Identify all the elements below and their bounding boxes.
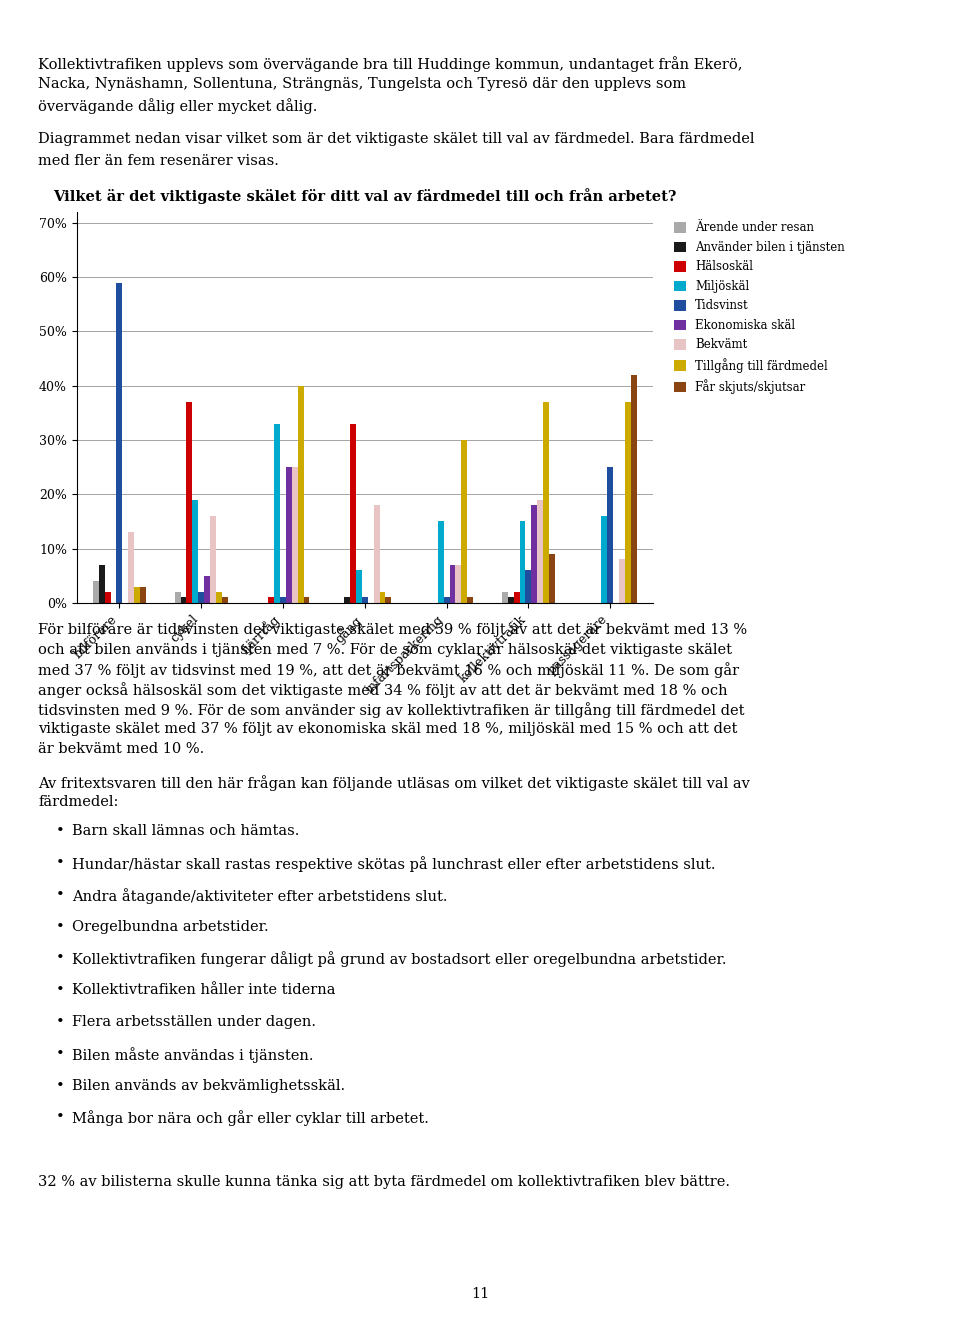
Bar [631, 375, 636, 603]
Text: Barn skall lämnas och hämtas.: Barn skall lämnas och hämtas. [72, 824, 300, 839]
Text: och att bilen används i tjänsten med 7 %. För de som cyklar är hälsoskäl det vik: och att bilen används i tjänsten med 7 %… [38, 643, 732, 657]
Text: färdmedel:: färdmedel: [38, 795, 119, 810]
Text: •: • [56, 920, 64, 934]
Text: Kollektivtrafiken upplevs som övervägande bra till Huddinge kommun, undantaget f: Kollektivtrafiken upplevs som övervägand… [38, 56, 743, 72]
Bar [455, 564, 462, 603]
Bar [538, 500, 543, 603]
Bar [93, 582, 99, 603]
Bar [268, 598, 275, 603]
Bar [625, 401, 631, 603]
Bar [438, 522, 444, 603]
Text: Andra åtagande/aktiviteter efter arbetstidens slut.: Andra åtagande/aktiviteter efter arbetst… [72, 888, 447, 904]
Text: Kollektivtrafiken fungerar dåligt på grund av bostadsort eller oregelbundna arbe: Kollektivtrafiken fungerar dåligt på gru… [72, 951, 727, 967]
Bar [356, 570, 362, 603]
Bar [444, 598, 449, 603]
Title: Vilket är det viktigaste skälet för ditt val av färdmedel till och från arbetet?: Vilket är det viktigaste skälet för ditt… [53, 188, 677, 204]
Bar [140, 587, 146, 603]
Bar [619, 559, 625, 603]
Bar [350, 424, 356, 603]
Bar [468, 598, 473, 603]
Text: Många bor nära och går eller cyklar till arbetet.: Många bor nära och går eller cyklar till… [72, 1110, 429, 1126]
Bar [543, 401, 549, 603]
Bar [532, 505, 538, 603]
Text: •: • [56, 983, 64, 998]
Bar [298, 386, 303, 603]
Bar [180, 598, 186, 603]
Text: 11: 11 [470, 1288, 490, 1301]
Bar [525, 570, 532, 603]
Text: anger också hälsoskäl som det viktigaste med 34 % följt av att det är bekvämt me: anger också hälsoskäl som det viktigaste… [38, 682, 728, 698]
Text: Hundar/hästar skall rastas respektive skötas på lunchrast eller efter arbetstide: Hundar/hästar skall rastas respektive sk… [72, 856, 715, 872]
Bar [292, 468, 298, 603]
Bar [449, 564, 455, 603]
Text: •: • [56, 1015, 64, 1030]
Text: med 37 % följt av tidsvinst med 19 %, att det är bekvämt 16 % och miljöskäl 11 %: med 37 % följt av tidsvinst med 19 %, at… [38, 662, 739, 678]
Bar [502, 592, 508, 603]
Bar [216, 592, 222, 603]
Bar [275, 424, 280, 603]
Bar [462, 440, 468, 603]
Bar [373, 505, 379, 603]
Bar [385, 598, 392, 603]
Bar [508, 598, 514, 603]
Bar [186, 401, 192, 603]
Bar [286, 468, 292, 603]
Bar [379, 592, 385, 603]
Text: med fler än fem resenärer visas.: med fler än fem resenärer visas. [38, 154, 279, 168]
Bar [175, 592, 180, 603]
Bar [210, 515, 216, 603]
Legend: Ärende under resan, Använder bilen i tjänsten, Hälsoskäl, Miljöskäl, Tidsvinst, : Ärende under resan, Använder bilen i tjä… [670, 217, 849, 398]
Bar [99, 564, 105, 603]
Text: •: • [56, 1079, 64, 1093]
Bar [116, 282, 122, 603]
Bar [192, 500, 198, 603]
Text: Av fritextsvaren till den här frågan kan följande utläsas om vilket det viktigas: Av fritextsvaren till den här frågan kan… [38, 775, 751, 791]
Text: För bilförare är tidsvinsten det viktigaste skälet med 59 % följt av att det är : För bilförare är tidsvinsten det viktiga… [38, 623, 748, 637]
Bar [134, 587, 140, 603]
Text: övervägande dålig eller mycket dålig.: övervägande dålig eller mycket dålig. [38, 98, 318, 114]
Text: Bilen används av bekvämlighetsskäl.: Bilen används av bekvämlighetsskäl. [72, 1079, 346, 1093]
Text: 32 % av bilisterna skulle kunna tänka sig att byta färdmedel om kollektivtrafike: 32 % av bilisterna skulle kunna tänka si… [38, 1175, 731, 1190]
Text: Nacka, Nynäshamn, Sollentuna, Strängnäs, Tungelsta och Tyresö där den upplevs so: Nacka, Nynäshamn, Sollentuna, Strängnäs,… [38, 77, 686, 91]
Text: •: • [56, 856, 64, 871]
Bar [198, 592, 204, 603]
Bar [303, 598, 309, 603]
Text: •: • [56, 888, 64, 902]
Text: Flera arbetsställen under dagen.: Flera arbetsställen under dagen. [72, 1015, 316, 1030]
Bar [222, 598, 228, 603]
Bar [514, 592, 519, 603]
Text: Oregelbundna arbetstider.: Oregelbundna arbetstider. [72, 920, 269, 934]
Text: Diagrammet nedan visar vilket som är det viktigaste skälet till val av färdmedel: Diagrammet nedan visar vilket som är det… [38, 132, 755, 147]
Bar [345, 598, 350, 603]
Text: •: • [56, 1110, 64, 1125]
Bar [280, 598, 286, 603]
Text: tidsvinsten med 9 %. För de som använder sig av kollektivtrafiken är tillgång ti: tidsvinsten med 9 %. För de som använder… [38, 702, 745, 718]
Bar [204, 576, 210, 603]
Text: är bekvämt med 10 %.: är bekvämt med 10 %. [38, 742, 204, 757]
Text: •: • [56, 824, 64, 839]
Text: •: • [56, 951, 64, 966]
Bar [608, 468, 613, 603]
Text: Bilen måste användas i tjänsten.: Bilen måste användas i tjänsten. [72, 1047, 314, 1063]
Bar [105, 592, 110, 603]
Bar [601, 515, 608, 603]
Text: Kollektivtrafiken håller inte tiderna: Kollektivtrafiken håller inte tiderna [72, 983, 335, 998]
Bar [362, 598, 368, 603]
Text: viktigaste skälet med 37 % följt av ekonomiska skäl med 18 %, miljöskäl med 15 %: viktigaste skälet med 37 % följt av ekon… [38, 722, 738, 737]
Bar [549, 554, 555, 603]
Text: •: • [56, 1047, 64, 1061]
Bar [519, 522, 525, 603]
Bar [129, 533, 134, 603]
